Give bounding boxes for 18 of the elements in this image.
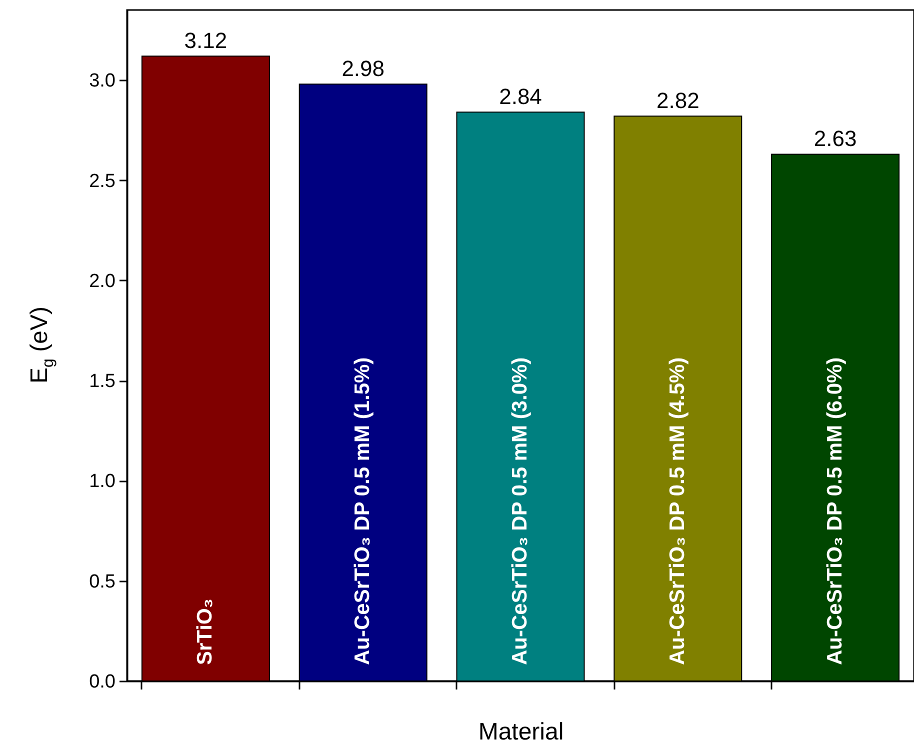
x-tick-label: Au-CeSrTiO₃ DP 0.5 mM (6.0%): [823, 357, 846, 665]
x-tick-label: SrTiO₃: [194, 598, 217, 665]
x-tick-label: Au-CeSrTiO₃ DP 0.5 mM (1.5%): [351, 357, 374, 665]
data-label: 2.98: [342, 56, 385, 82]
data-label: 2.63: [814, 126, 857, 152]
y-tick-label: 1.5: [89, 371, 116, 392]
y-tick-label: 0.0: [89, 672, 116, 692]
y-tick-label: 1.0: [89, 471, 116, 492]
x-tick-label: Au-CeSrTiO₃ DP 0.5 mM (4.5%): [666, 357, 689, 665]
data-label: 3.12: [184, 28, 228, 54]
data-label: 2.82: [656, 88, 700, 114]
y-tick-label: 2.5: [89, 170, 116, 192]
y-tick-label: 3.0: [89, 70, 116, 92]
y-tick-label: 2.0: [89, 270, 116, 292]
data-label: 2.84: [499, 84, 542, 110]
x-axis-title: Material: [478, 718, 564, 746]
y-tick-label: 0.5: [89, 571, 116, 592]
x-tick-label: Au-CeSrTiO₃ DP 0.5 mM (3.0%): [508, 357, 532, 665]
